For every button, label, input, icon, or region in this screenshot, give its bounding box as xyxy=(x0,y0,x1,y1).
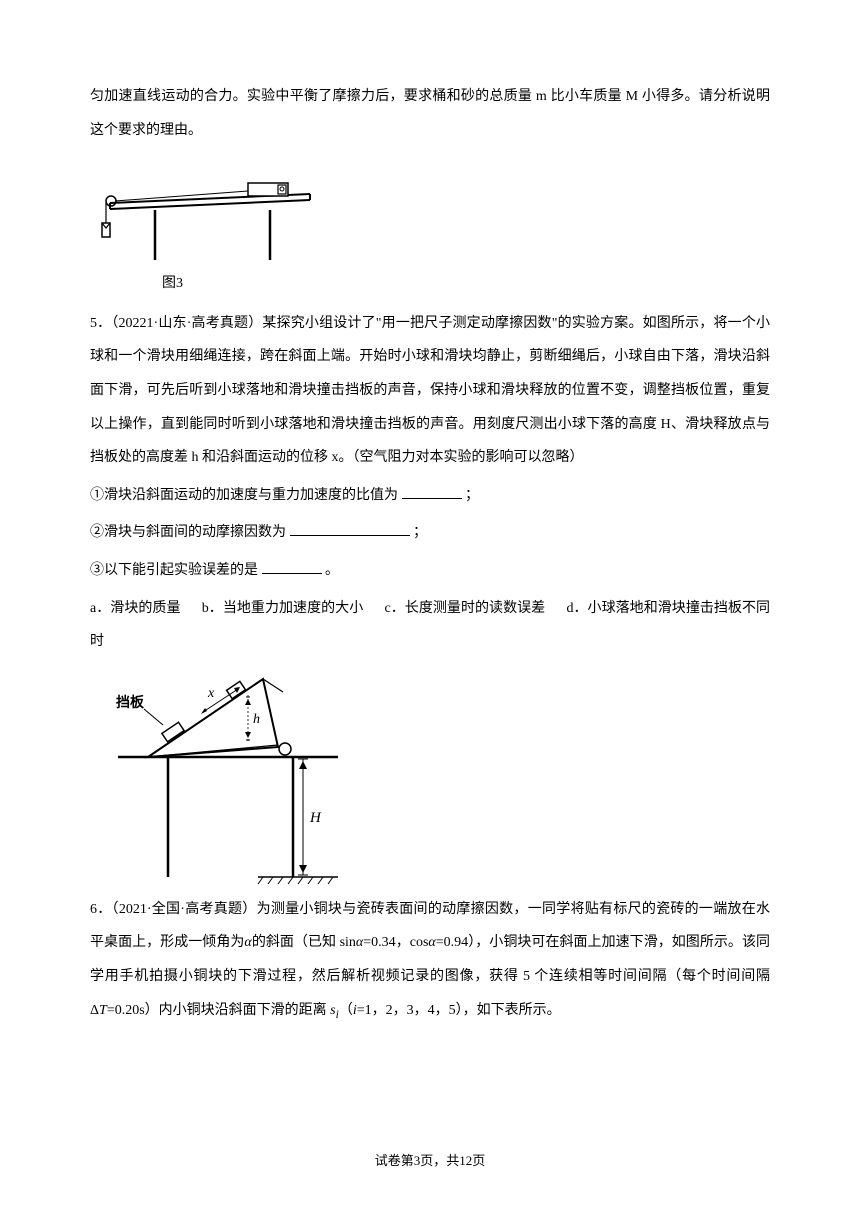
blank-3 xyxy=(262,560,322,574)
q5-options: a．滑块的质量 b．当地重力加速度的大小 c．长度测量时的读数误差 d．小球落地… xyxy=(90,592,770,659)
label-h: h xyxy=(253,712,260,727)
q6-text-f: （ xyxy=(339,1003,353,1018)
q5-item2-text: ②滑块与斜面间的动摩擦因数为 xyxy=(90,525,286,540)
ground-hatch xyxy=(258,877,338,884)
q6-text-e: =0.20s）内小铜块沿斜面下滑的距离 xyxy=(107,1003,330,1018)
q6-paragraph: 6．（2021·全国·高考真题）为测量小铜块与瓷砖表面间的动摩擦因数，一同学将贴… xyxy=(90,893,770,1029)
q5-item1-text: ①滑块沿斜面运动的加速度与重力加速度的比值为 xyxy=(90,488,398,503)
q5-item1: ①滑块沿斜面运动的加速度与重力加速度的比值为 ； xyxy=(90,479,770,513)
label-bigH: H xyxy=(309,810,322,826)
q5-text1: 某探究小组设计了"用一把尺子测定动摩擦因数"的实验方案。如图所示，将一个小球和一… xyxy=(90,316,770,465)
alpha-3: α xyxy=(428,935,435,950)
q5-item3-suffix: 。 xyxy=(325,563,339,578)
q6-text-b: 的斜面（已知 sin xyxy=(252,935,356,950)
page-footer: 试卷第3页，共12页 xyxy=(0,1145,860,1176)
q5-item2-suffix: ； xyxy=(413,525,427,540)
label-board: 挡板 xyxy=(116,694,145,711)
q5-opt-b: b．当地重力加速度的大小 xyxy=(202,601,364,616)
q5-paragraph: 5．（20221·山东·高考真题）某探究小组设计了"用一把尺子测定动摩擦因数"的… xyxy=(90,307,770,475)
q5-number: 5． xyxy=(90,316,111,331)
label-x: x xyxy=(207,686,215,701)
figure-1: 图3 xyxy=(100,155,770,301)
q5-opt-a: a．滑块的质量 xyxy=(90,601,181,616)
blank-1 xyxy=(402,485,462,499)
alpha-1: α xyxy=(244,935,251,950)
q5-source: （20221·山东·高考真题） xyxy=(111,316,262,331)
figure-2-svg: x h 挡板 H xyxy=(108,667,358,887)
q6-text-c: =0.34，cos xyxy=(363,935,428,950)
figure-2: x h 挡板 H xyxy=(108,667,770,887)
q5-item2: ②滑块与斜面间的动摩擦因数为 ； xyxy=(90,516,770,550)
intro-text: 匀加速直线运动的合力。实验中平衡了摩擦力后，要求桶和砂的总质量 m 比小车质量 … xyxy=(90,89,770,138)
q5-opt-c: c．长度测量时的读数误差 xyxy=(385,601,546,616)
T-var: T xyxy=(99,1003,107,1018)
intro-paragraph: 匀加速直线运动的合力。实验中平衡了摩擦力后，要求桶和砂的总质量 m 比小车质量 … xyxy=(90,80,770,147)
q6-text-g: =1，2，3，4，5），如下表所示。 xyxy=(357,1003,561,1018)
q6-source: （2021·全国·高考真题） xyxy=(112,902,257,917)
q5-item1-suffix: ； xyxy=(465,488,479,503)
blank-2 xyxy=(290,522,410,536)
figure-1-label: 图3 xyxy=(100,267,770,301)
q5-item3: ③以下能引起实验误差的是 。 xyxy=(90,554,770,588)
q6-number: 6． xyxy=(90,902,112,917)
q5-item3-text: ③以下能引起实验误差的是 xyxy=(90,563,258,578)
figure-1-svg xyxy=(100,155,330,265)
